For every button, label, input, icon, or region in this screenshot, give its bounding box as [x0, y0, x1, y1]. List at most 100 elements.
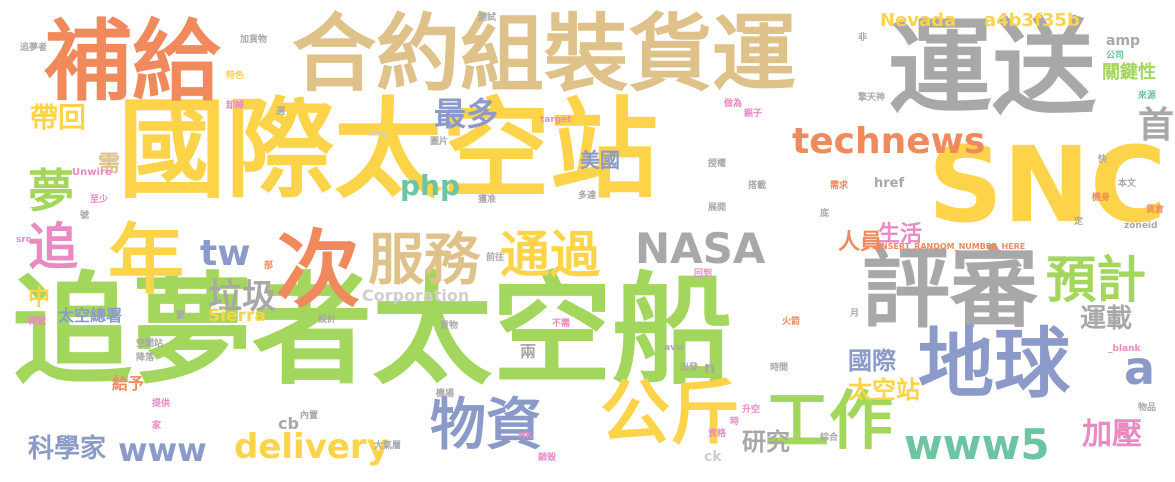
- word-chufa: 出發: [680, 363, 699, 373]
- word-shenghuo: 生活: [878, 222, 923, 247]
- word-wuzi: 物資: [430, 393, 542, 458]
- word-buxu: 不需: [552, 319, 571, 329]
- word-shouquan: 授權: [708, 159, 727, 169]
- word-jia: 家: [152, 421, 162, 431]
- word-insert-random-number: INSERT_RANDOM_NUMBER_HERE: [878, 242, 1026, 251]
- word-tese: 特色: [226, 71, 245, 81]
- word-wupin: 物品: [1138, 403, 1157, 413]
- word-snc: SNC: [928, 124, 1167, 246]
- word-buji: 補給: [44, 10, 221, 113]
- word-qingtianshen: 擎天神: [858, 93, 886, 103]
- word-diqiu: 地球: [918, 319, 1070, 408]
- word-zuowei: 做為: [724, 99, 743, 109]
- word-www5: www5: [904, 420, 1050, 469]
- word-tigong: 提供: [152, 399, 171, 409]
- word-kexuejia: 科學家: [28, 434, 107, 464]
- word-ceshi: 測試: [478, 13, 497, 23]
- word-shou: 首: [1138, 105, 1175, 146]
- word-daihui: 帶回: [30, 101, 87, 134]
- word-fuwu: 服務: [368, 228, 480, 293]
- word-a: a: [1124, 341, 1156, 395]
- word-benwen: 本文: [1118, 179, 1137, 189]
- word-shengkong: 升空: [742, 405, 761, 415]
- word-nevada: Nevada: [880, 10, 957, 31]
- word-laiyuan: 來源: [1138, 91, 1157, 101]
- word-nian: 年: [108, 215, 184, 304]
- word-guoji: 國際: [848, 347, 896, 375]
- word-cb: cb: [278, 414, 299, 433]
- word-huocang: 貨倉: [1146, 205, 1165, 215]
- word-nasa: NASA: [635, 224, 766, 273]
- word-gongsi: 公司: [1106, 51, 1125, 61]
- word-zonghe: 綜合: [820, 433, 839, 443]
- word-qinzi: 親子: [744, 109, 763, 119]
- word-www: www: [118, 431, 207, 469]
- word-laji: 垃圾: [208, 277, 276, 317]
- word-kuai: 快: [1098, 155, 1108, 165]
- word-jiaya: 加壓: [1082, 417, 1142, 452]
- word-sheji: 設計: [318, 315, 337, 325]
- word-taikongzhan: 太空站: [848, 376, 920, 404]
- word-php: php: [400, 169, 461, 202]
- word-pingshen: 評審: [862, 237, 1039, 340]
- word-gongzuo: 工作: [765, 385, 893, 459]
- word-ding: 定: [1074, 217, 1084, 227]
- word-zoneid: zoneid: [1124, 221, 1158, 231]
- word-hao: 號: [80, 211, 90, 221]
- word-jiyu: 給予: [112, 374, 145, 393]
- word-huozhun: 獲准: [478, 195, 497, 205]
- word-meng2: 蒙: [176, 311, 186, 321]
- word-tongguo: 通過: [500, 226, 600, 284]
- word-zhishao: 至少: [90, 195, 109, 205]
- word-avw: avw: [664, 343, 685, 353]
- word-href: href: [874, 176, 905, 191]
- word-yue: 月: [850, 309, 860, 319]
- word-xiediao: 卸掉: [226, 101, 245, 111]
- word-liang: 兩: [520, 342, 537, 361]
- word-fei: 非: [858, 33, 868, 43]
- word-yunzai: 運載: [1080, 304, 1133, 334]
- word-zhankai: 展開: [708, 203, 727, 213]
- word-qianwang: 前往: [486, 253, 505, 263]
- word-unwire: Unwire: [72, 167, 112, 178]
- word-zhuimengzhe: 追夢者: [20, 43, 48, 53]
- word-ck: ck: [704, 449, 722, 465]
- word-jishen: 機身: [1092, 193, 1111, 203]
- word-shi: 時: [730, 417, 740, 427]
- word-jiangluo: 降落: [136, 353, 155, 363]
- word-tupian: 圖片: [430, 137, 449, 147]
- word-corporation: Corporation: [362, 286, 470, 305]
- word-jichang: 機場: [436, 389, 455, 399]
- word-tw: tw: [200, 233, 251, 274]
- word-xu: 需: [98, 152, 121, 177]
- word-renyuan: 人員: [838, 230, 883, 255]
- word-dazai: 搭載: [748, 181, 767, 191]
- word-n: n: [704, 358, 716, 377]
- word-guoji-taikongzhan: 國際太空站: [118, 88, 659, 213]
- word-bu: 部: [264, 261, 274, 271]
- word-neizhi: 內置: [300, 411, 319, 421]
- word-heyue-zuzhuang-huoyun: 合約組裝貨運: [292, 5, 797, 103]
- word-shijian: 時間: [770, 363, 789, 373]
- word-meng: 夢: [28, 164, 74, 218]
- word-jiahuowu: 加貨物: [240, 35, 268, 45]
- word-blank: _blank: [1108, 344, 1141, 354]
- word-technews: technews: [792, 121, 986, 162]
- word-src: src: [16, 235, 32, 245]
- word-yunsong: 運送: [888, 7, 1097, 129]
- word-huidao: 回到: [694, 269, 713, 279]
- word-yuji: 預計: [1046, 251, 1146, 309]
- word-xuan: 選: [276, 107, 286, 117]
- word-a4b3f35b: a4b3f35b: [984, 10, 1080, 31]
- word-zhui: 追: [28, 218, 78, 276]
- word-xuqiu: 需求: [830, 181, 849, 191]
- word-guanjianxing: 關鍵性: [1102, 62, 1156, 83]
- word-meiguo: 美國: [580, 148, 620, 172]
- word-kongjianzhan: 空間站: [136, 339, 164, 349]
- word-huojian: 火箭: [782, 317, 801, 327]
- word-daqiceng: 大氣層: [374, 441, 402, 451]
- word-yanjiu: 研究: [742, 428, 790, 456]
- word-zhuimengzhe-taikongchuan: 追夢者太空船: [12, 262, 732, 401]
- word-hk: HK: [518, 431, 533, 441]
